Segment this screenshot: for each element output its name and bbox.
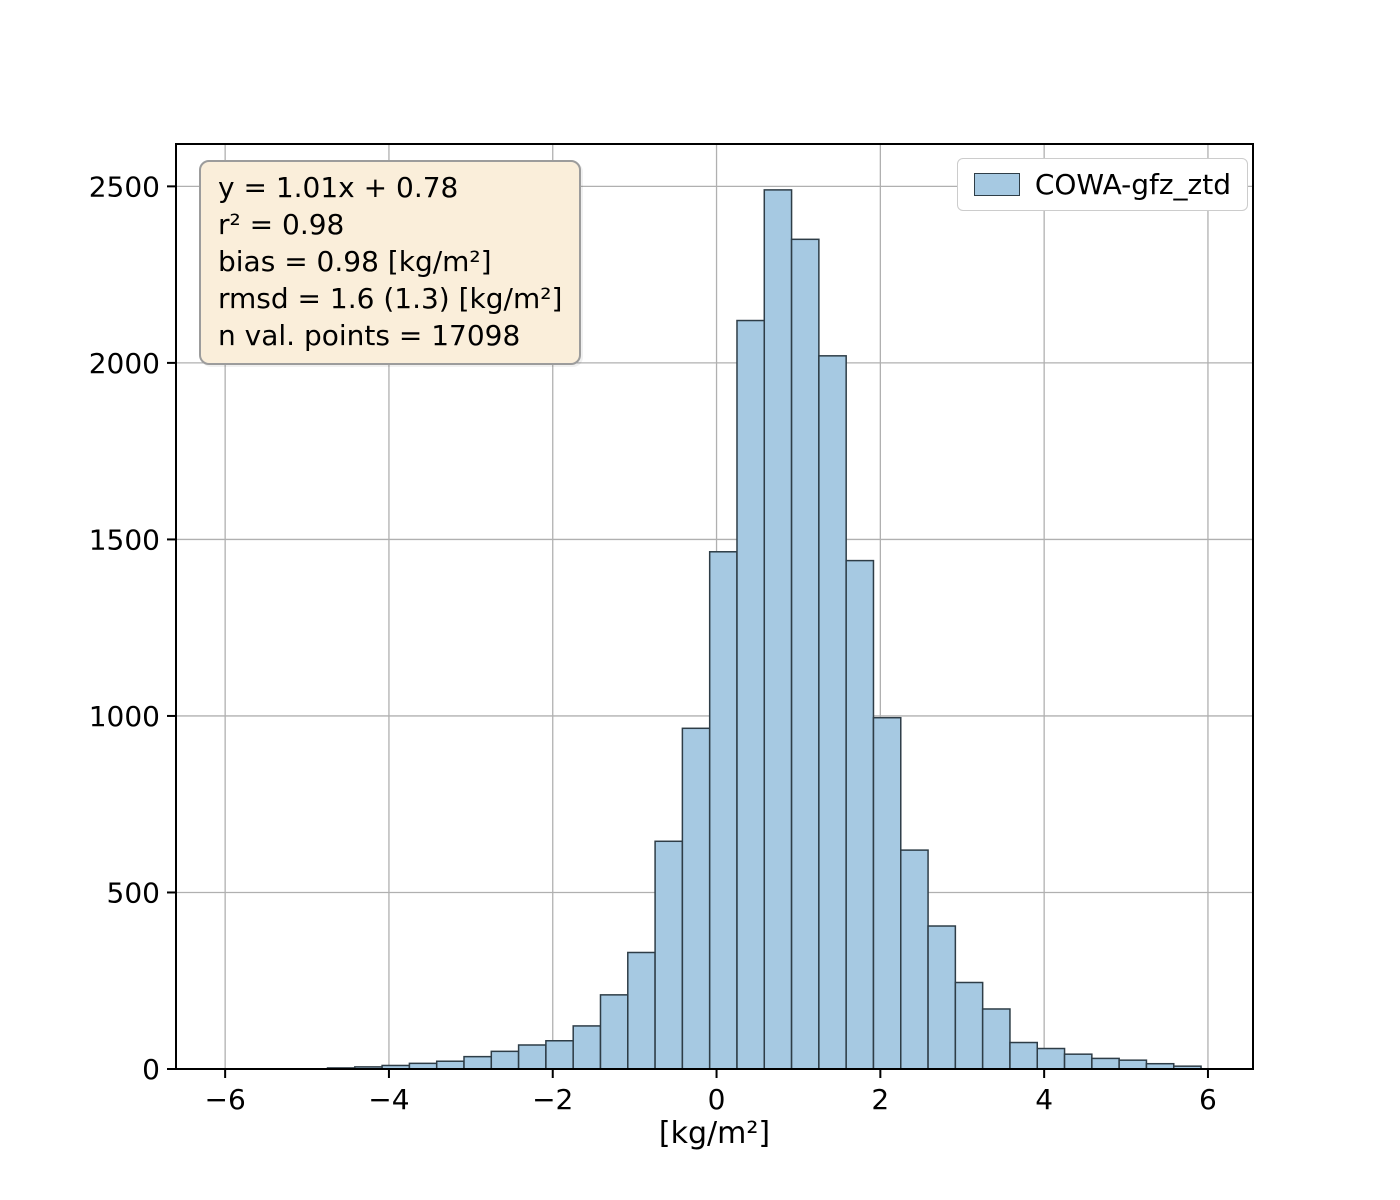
y-tick-label: 2000	[89, 347, 160, 380]
histogram-bar	[490, 1050, 520, 1070]
y-tick-label: 0	[142, 1053, 160, 1086]
y-tick-label: 2500	[89, 170, 160, 203]
histogram-bar	[790, 238, 820, 1070]
x-tick-label: 0	[708, 1083, 726, 1116]
histogram-bar	[981, 1008, 1011, 1070]
histogram-bar	[435, 1060, 465, 1070]
stats-line-rmsd: rmsd = 1.6 (1.3) [kg/m²]	[218, 281, 563, 315]
histogram-bar	[463, 1055, 493, 1070]
histogram-bar	[1036, 1047, 1066, 1070]
histogram-bar	[627, 951, 656, 1070]
histogram-bar	[818, 355, 847, 1070]
legend: COWA-gfz_ztd	[956, 158, 1248, 211]
histogram-bar	[1009, 1041, 1039, 1070]
stats-line-npoints: n val. points = 17098	[218, 318, 521, 352]
histogram-bar	[517, 1044, 547, 1070]
stats-line-bias: bias = 0.98 [kg/m²]	[218, 244, 492, 278]
histogram-bar	[954, 981, 984, 1070]
x-tick-label: −6	[205, 1083, 246, 1116]
y-tick-label: 500	[107, 876, 160, 909]
histogram-bar	[708, 551, 738, 1070]
x-tick-label: 6	[1199, 1083, 1217, 1116]
histogram-bar	[927, 925, 957, 1070]
histogram-bar	[763, 189, 793, 1070]
histogram-bar	[599, 994, 629, 1070]
x-tick-label: −4	[368, 1083, 409, 1116]
x-axis-label: [kg/m²]	[658, 1116, 771, 1151]
histogram-bar	[545, 1040, 574, 1070]
histogram-bar	[1063, 1053, 1093, 1070]
histogram-bar	[736, 319, 766, 1070]
x-tick-label: 4	[1035, 1083, 1053, 1116]
stats-annotation-box: y = 1.01x + 0.78 r² = 0.98 bias = 0.98 […	[199, 160, 582, 365]
stats-line-r2: r² = 0.98	[218, 207, 345, 241]
histogram-bar	[1118, 1059, 1148, 1070]
axes-frame	[175, 143, 1254, 1070]
histogram-bar	[872, 716, 902, 1070]
legend-color-swatch	[973, 173, 1020, 196]
histogram-bar	[845, 559, 875, 1070]
histogram-bar	[654, 840, 684, 1070]
x-tick-label: −2	[532, 1083, 573, 1116]
stats-line-fit: y = 1.01x + 0.78	[218, 171, 459, 204]
histogram-bar	[572, 1025, 602, 1070]
y-tick-label: 1500	[89, 523, 160, 556]
legend-label: COWA-gfz_ztd	[1034, 168, 1231, 201]
histogram-bar	[1091, 1057, 1120, 1070]
x-tick-label: 2	[871, 1083, 889, 1116]
histogram-bar	[681, 727, 711, 1070]
histogram-bar	[900, 849, 929, 1070]
y-tick-label: 1000	[89, 700, 160, 733]
